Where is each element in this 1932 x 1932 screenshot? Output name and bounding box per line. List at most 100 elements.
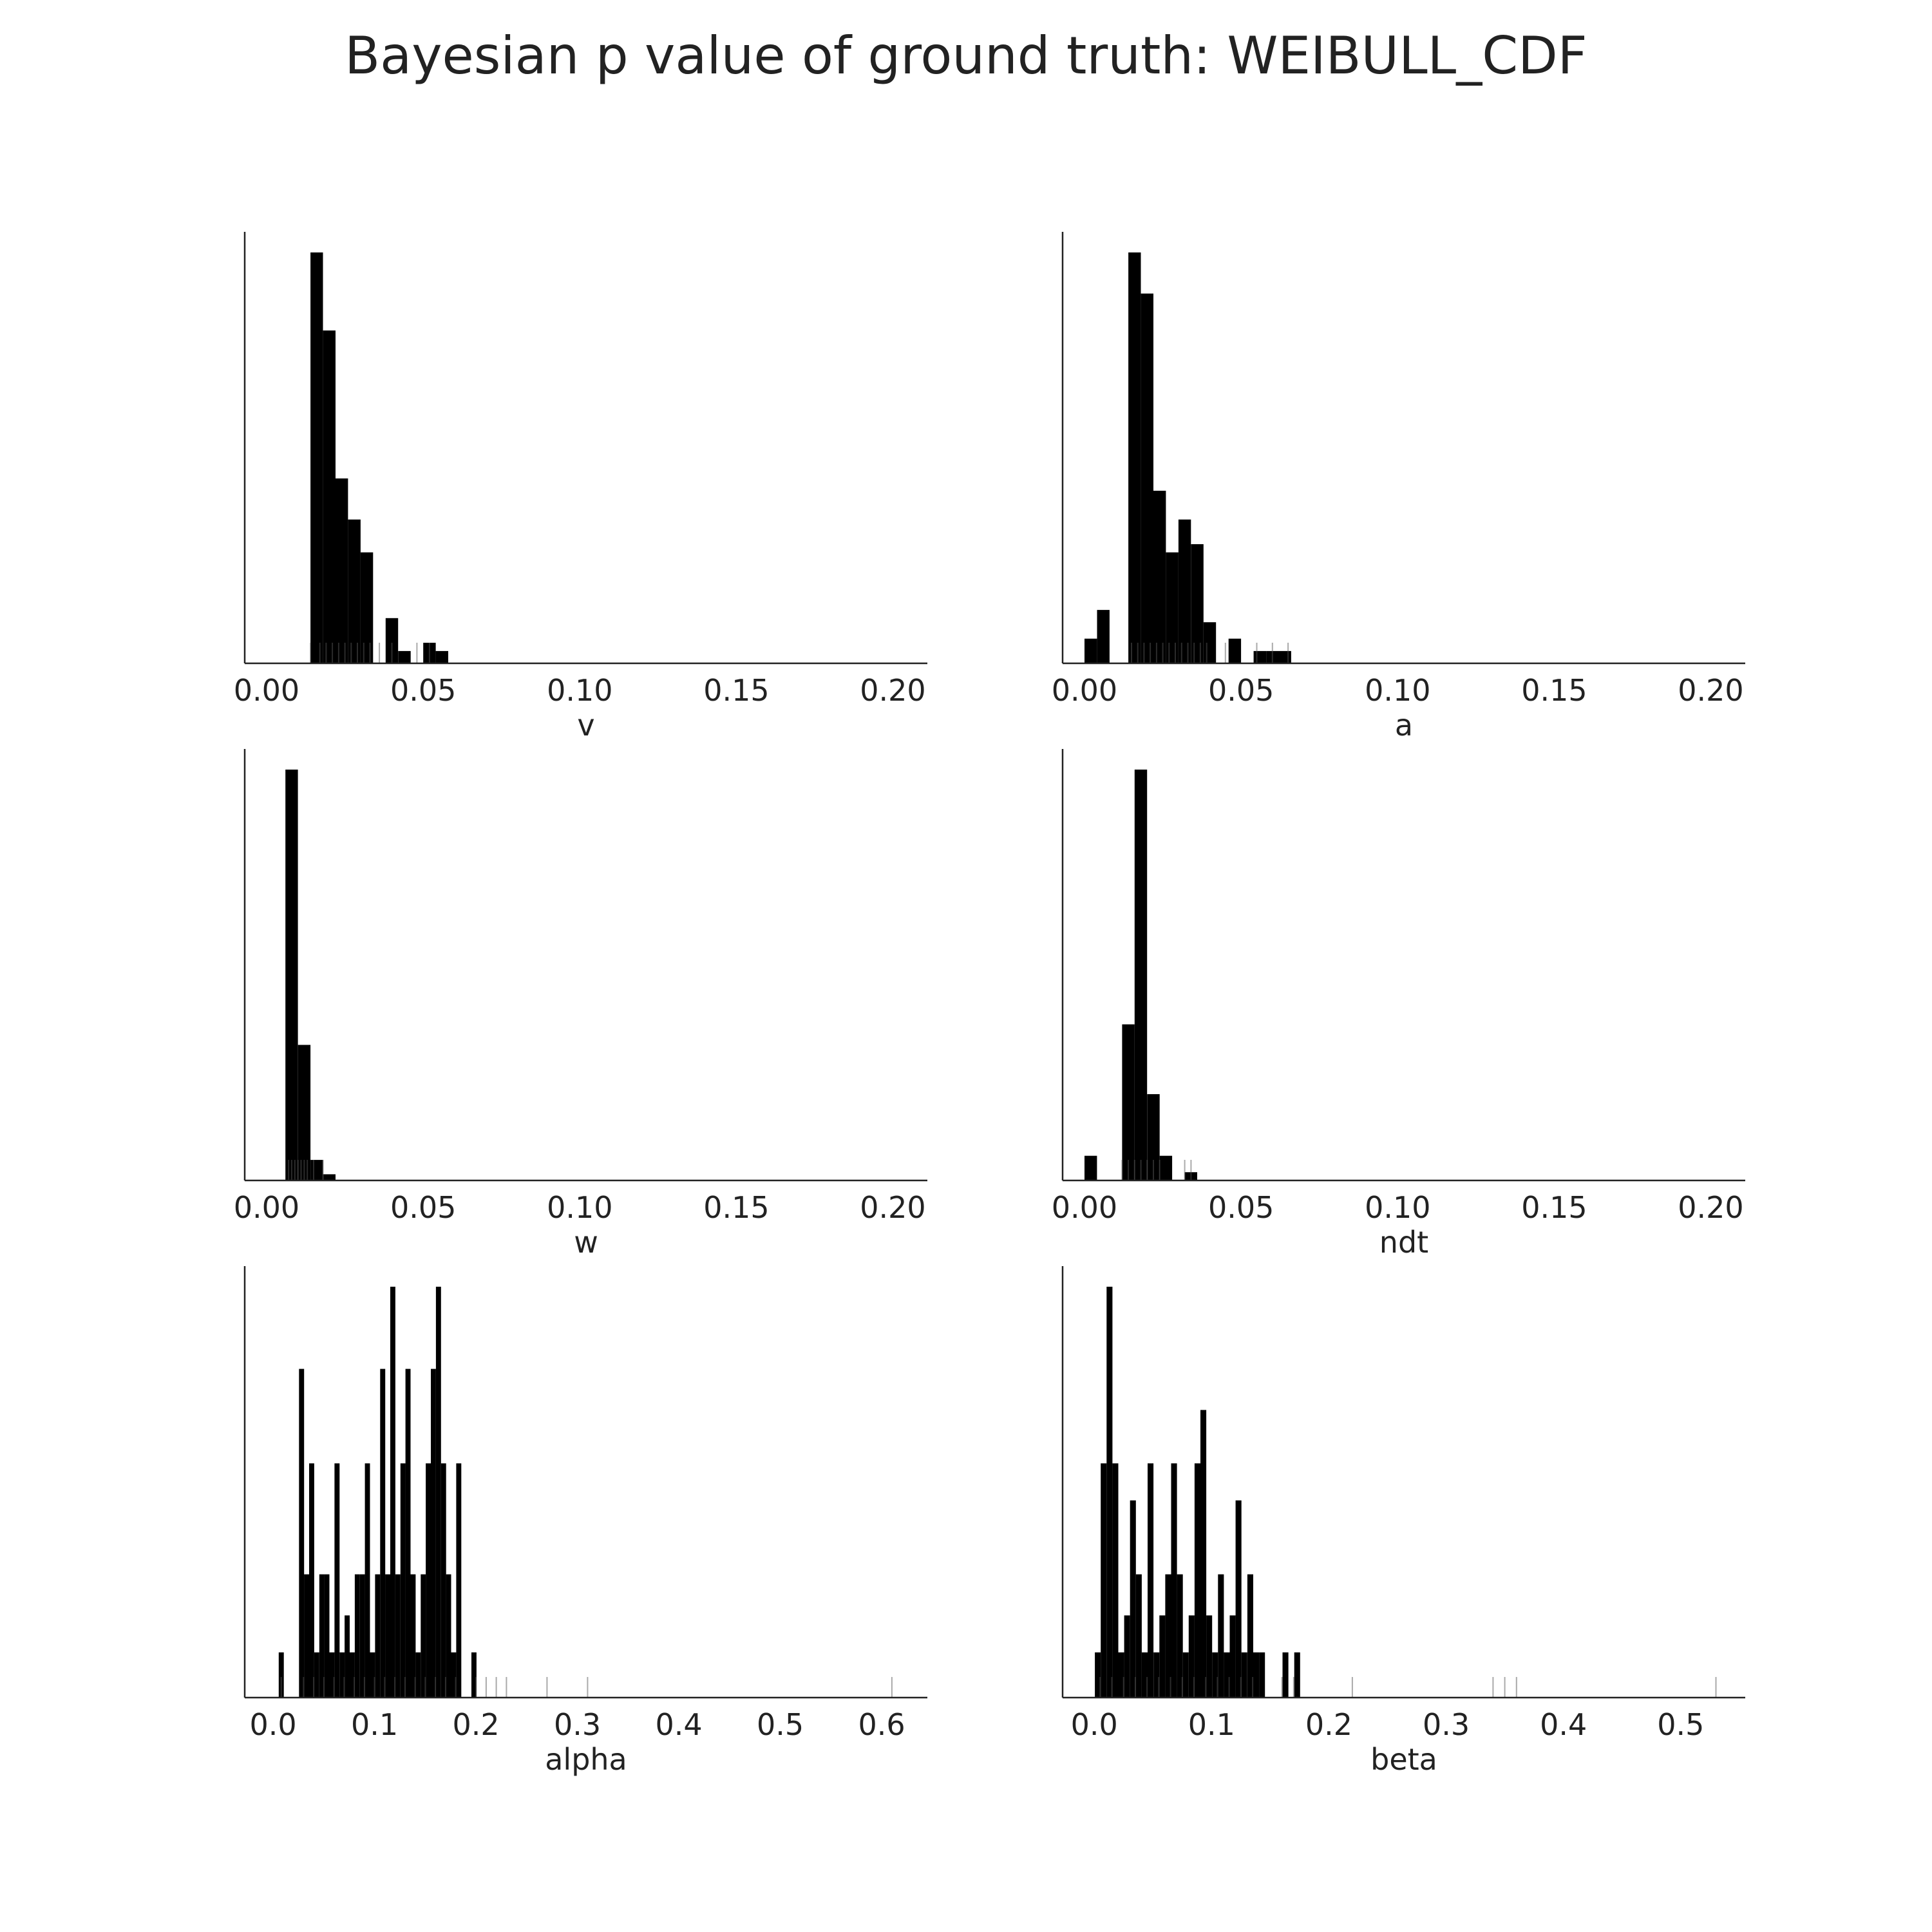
histogram-bar bbox=[431, 1368, 436, 1698]
x-tick-label: 0.1 bbox=[1188, 1707, 1235, 1742]
figure-title: Bayesian p value of ground truth: WEIBUL… bbox=[345, 26, 1587, 86]
x-tick-label: 0.2 bbox=[1305, 1707, 1352, 1742]
histogram-bar bbox=[354, 1574, 360, 1698]
x-tick-label: 0.10 bbox=[1365, 1190, 1430, 1225]
histogram-bar bbox=[1134, 770, 1148, 1180]
histogram-bar bbox=[1095, 1652, 1101, 1698]
histogram-bar bbox=[385, 618, 399, 663]
histogram-bar bbox=[1148, 1463, 1154, 1698]
x-tick-label: 0.20 bbox=[860, 673, 925, 708]
histogram-bar bbox=[299, 1368, 305, 1698]
x-tick-label: 0.10 bbox=[547, 1190, 612, 1225]
x-tick-label: 0.6 bbox=[858, 1707, 905, 1742]
histogram-bar bbox=[345, 1615, 350, 1698]
histogram-bar bbox=[1212, 1652, 1218, 1698]
histogram-bar bbox=[1171, 1463, 1177, 1698]
histogram-bar bbox=[1253, 650, 1266, 663]
panel-alpha: 0.0 0.1 0.2 0.3 0.4 0.5 0.6 alpha bbox=[243, 1266, 927, 1777]
x-tick-label: 0.3 bbox=[1423, 1707, 1470, 1742]
histogram-bar bbox=[359, 1574, 365, 1698]
histogram-bar bbox=[1182, 1652, 1189, 1698]
histogram-bar bbox=[310, 252, 323, 663]
x-axis-label: w bbox=[574, 1225, 598, 1260]
x-tick-label: 0.20 bbox=[1678, 1190, 1743, 1225]
histogram-bar bbox=[1147, 1094, 1160, 1180]
histogram-bar bbox=[1135, 1574, 1142, 1698]
histogram-bar bbox=[385, 1574, 390, 1698]
histogram-bar bbox=[1112, 1463, 1119, 1698]
x-tick-label: 0.2 bbox=[453, 1707, 500, 1742]
x-tick-label: 0.20 bbox=[1678, 673, 1743, 708]
histogram-bar bbox=[440, 1463, 446, 1698]
histogram-bar bbox=[1178, 519, 1191, 663]
x-tick-label: 0.15 bbox=[703, 1190, 769, 1225]
histogram-bar bbox=[446, 1574, 451, 1698]
histogram-bar bbox=[1141, 293, 1153, 663]
histogram-bar bbox=[375, 1574, 381, 1698]
histogram-bar bbox=[1206, 1615, 1213, 1698]
histogram-bar bbox=[324, 1574, 330, 1698]
histogram-bar bbox=[1191, 544, 1204, 663]
histogram-bar bbox=[1241, 1652, 1247, 1698]
histogram-bar bbox=[1259, 1652, 1265, 1698]
histogram-bar bbox=[323, 330, 336, 663]
histogram-bar bbox=[1166, 552, 1179, 663]
panel-a: 0.00 0.05 0.10 0.15 0.20 a bbox=[1052, 232, 1745, 743]
histogram-bar bbox=[1124, 1615, 1130, 1698]
histogram-bar bbox=[1118, 1652, 1124, 1698]
histogram-bar bbox=[1122, 1024, 1135, 1180]
histogram-bar bbox=[1084, 1155, 1097, 1180]
histogram-bar bbox=[410, 1574, 416, 1698]
x-tick-label: 0.5 bbox=[1657, 1707, 1704, 1742]
histogram-bar bbox=[329, 1652, 335, 1698]
histogram-bar bbox=[1128, 252, 1141, 663]
histogram-bar bbox=[1106, 1287, 1113, 1698]
histogram-bar bbox=[1177, 1574, 1183, 1698]
x-tick-label: 0.4 bbox=[1540, 1707, 1587, 1742]
histogram-bar bbox=[415, 1652, 421, 1698]
histogram-bar bbox=[1159, 1155, 1173, 1180]
histogram-bar bbox=[348, 519, 361, 663]
x-tick-label: 0.05 bbox=[390, 673, 456, 708]
histogram-bar bbox=[1188, 1615, 1195, 1698]
x-tick-label: 0.15 bbox=[1521, 1190, 1587, 1225]
histogram-bar bbox=[1247, 1574, 1253, 1698]
histogram-bar bbox=[390, 1287, 395, 1698]
x-tick-label: 0.5 bbox=[757, 1707, 804, 1742]
histogram-bar bbox=[1203, 622, 1217, 663]
histogram-bar bbox=[405, 1368, 411, 1698]
histogram-bar bbox=[1278, 650, 1291, 663]
histogram-bar bbox=[1253, 1652, 1260, 1698]
x-tick-label: 0.05 bbox=[390, 1190, 456, 1225]
x-tick-label: 0.10 bbox=[1365, 673, 1430, 708]
x-tick-label: 0.15 bbox=[703, 673, 769, 708]
histogram-bar bbox=[334, 1463, 340, 1698]
histogram-bar bbox=[471, 1652, 477, 1698]
histogram-bar bbox=[451, 1652, 457, 1698]
histogram-bar bbox=[1228, 638, 1242, 663]
histogram-bar bbox=[1294, 1652, 1300, 1698]
histogram-bar bbox=[1153, 491, 1166, 663]
histogram-bar bbox=[285, 770, 298, 1180]
histogram-bar bbox=[298, 1045, 311, 1180]
x-tick-label: 0.4 bbox=[656, 1707, 703, 1742]
x-axis-label: v bbox=[577, 708, 594, 743]
histogram-bar bbox=[323, 1174, 336, 1180]
histogram-bar bbox=[1194, 1463, 1200, 1698]
histogram-bar bbox=[435, 1287, 441, 1698]
histogram-bar bbox=[310, 1160, 323, 1180]
histogram-bar bbox=[309, 1463, 314, 1698]
histogram-bar bbox=[395, 1574, 401, 1698]
histogram-bar bbox=[1218, 1574, 1224, 1698]
histogram-bar bbox=[336, 478, 348, 663]
x-tick-label: 0.1 bbox=[351, 1707, 398, 1742]
x-tick-label: 0.3 bbox=[554, 1707, 601, 1742]
histogram-bar bbox=[1224, 1652, 1230, 1698]
histogram-bar bbox=[304, 1574, 309, 1698]
x-tick-label: 0.0 bbox=[250, 1707, 297, 1742]
x-tick-label: 0.00 bbox=[234, 673, 299, 708]
x-tick-label: 0.00 bbox=[234, 1190, 299, 1225]
x-axis-label: alpha bbox=[545, 1742, 627, 1777]
histogram-bar bbox=[370, 1652, 375, 1698]
